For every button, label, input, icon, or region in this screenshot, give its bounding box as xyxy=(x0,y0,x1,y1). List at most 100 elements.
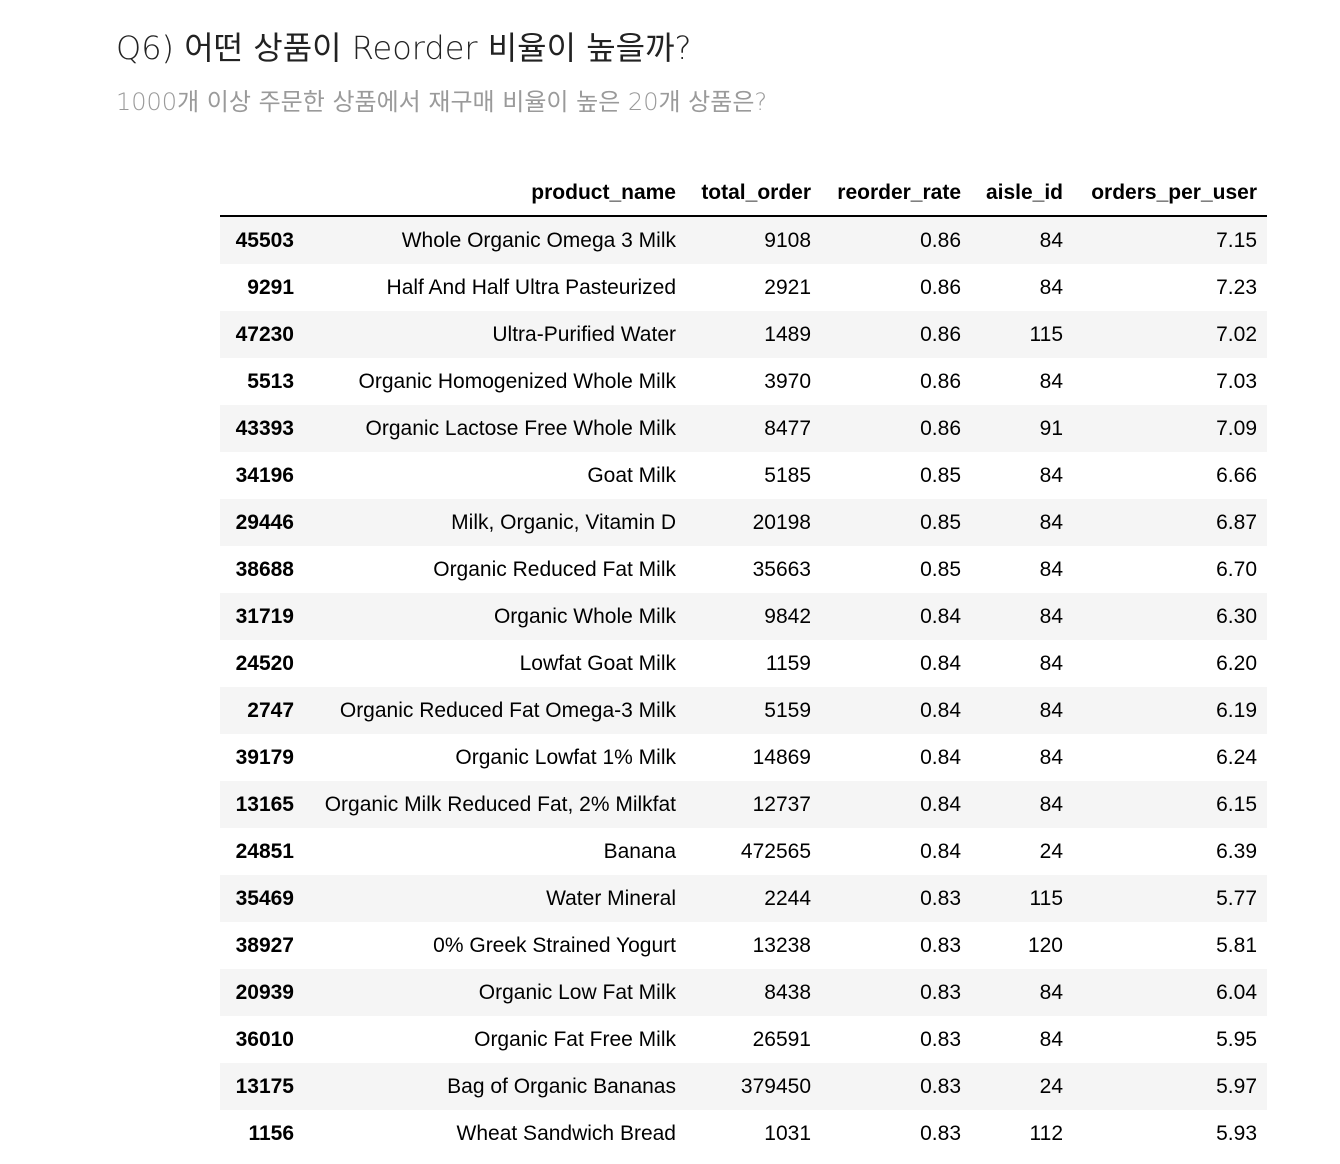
total-order-cell: 20198 xyxy=(752,510,811,534)
total-order-cell: 14869 xyxy=(752,745,811,769)
table-row: 36010 Organic Fat Free Milk 26591 0.83 84 5.9… xyxy=(220,1016,1267,1063)
aisle-id-cell: 120 xyxy=(1027,933,1063,957)
table-header: product_name total_order reorder_rate ai… xyxy=(220,170,1267,217)
table-row: 24520 Lowfat Goat Milk 1159 0.84 84 6.20 xyxy=(220,640,1267,687)
table-row: 13175 Bag of Organic Bananas 379450 0.83 24 5… xyxy=(220,1063,1267,1110)
reorder-rate-cell: 0.83 xyxy=(920,933,961,957)
table-row: 45503 Whole Organic Omega 3 Milk 9108 0.86 8… xyxy=(220,216,1267,264)
reorder-rate-cell: 0.86 xyxy=(920,416,961,440)
total-order-cell: 1031 xyxy=(764,1121,811,1145)
column-header-aisle-id: aisle_id xyxy=(971,170,1073,217)
aisle-id-cell: 84 xyxy=(1039,1027,1063,1051)
orders-per-user-cell: 6.20 xyxy=(1216,651,1257,675)
orders-per-user-cell: 6.15 xyxy=(1216,792,1257,816)
total-order-cell: 1159 xyxy=(765,651,811,675)
reorder-rate-cell: 0.85 xyxy=(920,510,961,534)
table-row: 5513 Organic Homogenized Whole Milk 3970 0.… xyxy=(220,358,1267,405)
table-row: 38927 0% Greek Strained Yogurt 13238 0.83 12… xyxy=(220,922,1267,969)
total-order-cell: 35663 xyxy=(752,557,811,581)
column-header-product-name: product_name xyxy=(304,170,686,217)
total-order-cell: 472565 xyxy=(740,839,811,863)
aisle-id-cell: 115 xyxy=(1029,322,1063,346)
row-index: 45503 xyxy=(235,228,294,252)
orders-per-user-cell: 7.02 xyxy=(1216,322,1257,346)
row-index: 34196 xyxy=(235,463,294,487)
reorder-rate-cell: 0.83 xyxy=(920,1074,961,1098)
reorder-rate-cell: 0.83 xyxy=(920,980,961,1004)
table-row: 2747 Organic Reduced Fat Omega-3 Milk 5159… xyxy=(220,687,1267,734)
total-order-cell: 26591 xyxy=(752,1027,811,1051)
column-header-reorder-rate: reorder_rate xyxy=(821,170,971,217)
product-name-cell: Organic Reduced Fat Omega-3 Milk xyxy=(339,698,676,722)
row-index: 13165 xyxy=(235,792,294,816)
aisle-id-cell: 24 xyxy=(1039,839,1063,863)
reorder-rate-cell: 0.84 xyxy=(920,839,961,863)
row-index: 35469 xyxy=(235,886,294,910)
product-name-cell: Organic Lactose Free Whole Milk xyxy=(365,416,676,440)
reorder-rate-cell: 0.83 xyxy=(920,1027,961,1051)
table-row: 13165 Organic Milk Reduced Fat, 2% Milkfa… xyxy=(220,781,1267,828)
product-name-cell: Half And Half Ultra Pasteurized xyxy=(386,275,676,299)
aisle-id-cell: 84 xyxy=(1039,463,1063,487)
product-name-cell: Organic Whole Milk xyxy=(493,604,676,628)
aisle-id-cell: 84 xyxy=(1039,275,1063,299)
orders-per-user-cell: 7.23 xyxy=(1216,275,1257,299)
product-name-cell: Organic Reduced Fat Milk xyxy=(433,557,676,581)
aisle-id-cell: 24 xyxy=(1039,1074,1063,1098)
aisle-id-cell: 84 xyxy=(1039,698,1063,722)
row-index: 9291 xyxy=(247,275,294,299)
table-row: 38688 Organic Reduced Fat Milk 35663 0.85 84… xyxy=(220,546,1267,593)
total-order-cell: 379450 xyxy=(740,1074,811,1098)
orders-per-user-cell: 6.39 xyxy=(1216,839,1257,863)
orders-per-user-cell: 6.70 xyxy=(1216,557,1257,581)
aisle-id-cell: 84 xyxy=(1039,604,1063,628)
aisle-id-cell: 84 xyxy=(1039,980,1063,1004)
aisle-id-cell: 115 xyxy=(1029,886,1063,910)
product-name-cell: Organic Milk Reduced Fat, 2% Milkfat xyxy=(324,792,676,816)
page-title: Q6) 어떤 상품이 Reorder 비율이 높을까? xyxy=(116,29,692,67)
orders-per-user-cell: 6.66 xyxy=(1216,463,1257,487)
total-order-cell: 2921 xyxy=(764,275,811,299)
total-order-cell: 5185 xyxy=(764,463,811,487)
reorder-rate-cell: 0.83 xyxy=(920,1121,961,1145)
orders-per-user-cell: 6.04 xyxy=(1216,980,1257,1004)
table-row: 9291 Half And Half Ultra Pasteurized 2921 0… xyxy=(220,264,1267,311)
product-name-cell: Organic Lowfat 1% Milk xyxy=(455,745,676,769)
table-row: 1156 Wheat Sandwich Bread 1031 0.83 112 5.93 xyxy=(220,1110,1267,1157)
total-order-cell: 8438 xyxy=(764,980,811,1004)
table-row: 34196 Goat Milk 5185 0.85 84 6.66 xyxy=(220,452,1267,499)
row-index: 36010 xyxy=(235,1027,294,1051)
row-index: 31719 xyxy=(235,604,294,628)
orders-per-user-cell: 6.19 xyxy=(1216,698,1257,722)
total-order-cell: 8477 xyxy=(764,416,811,440)
orders-per-user-cell: 5.97 xyxy=(1216,1074,1257,1098)
table-row: 47230 Ultra-Purified Water 1489 0.86 115 7.02 xyxy=(220,311,1267,358)
reorder-rate-cell: 0.84 xyxy=(920,745,961,769)
orders-per-user-cell: 7.09 xyxy=(1216,416,1257,440)
product-name-cell: Organic Homogenized Whole Milk xyxy=(358,369,676,393)
row-index: 38688 xyxy=(235,557,294,581)
table-row: 29446 Milk, Organic, Vitamin D 20198 0.85 84… xyxy=(220,499,1267,546)
row-index: 2747 xyxy=(247,698,294,722)
reorder-rate-cell: 0.84 xyxy=(920,651,961,675)
total-order-cell: 12737 xyxy=(752,792,811,816)
product-name-cell: Lowfat Goat Milk xyxy=(519,651,676,675)
total-order-cell: 2244 xyxy=(764,886,811,910)
reorder-rate-cell: 0.84 xyxy=(920,604,961,628)
orders-per-user-cell: 6.24 xyxy=(1216,745,1257,769)
dataframe-table: product_name total_order reorder_rate ai… xyxy=(220,170,1267,1157)
orders-per-user-cell: 6.87 xyxy=(1216,510,1257,534)
row-index: 47230 xyxy=(235,322,294,346)
total-order-cell: 1489 xyxy=(764,322,811,346)
total-order-cell: 5159 xyxy=(764,698,811,722)
product-name-cell: Banana xyxy=(603,839,676,863)
page-subtitle: 1000개 이상 주문한 상품에서 재구매 비율이 높은 20개 상품은? xyxy=(116,88,768,116)
total-order-cell: 9108 xyxy=(764,228,811,252)
product-name-cell: Goat Milk xyxy=(587,463,676,487)
orders-per-user-cell: 7.15 xyxy=(1216,228,1257,252)
table-row: 24851 Banana 472565 0.84 24 6.39 xyxy=(220,828,1267,875)
product-name-cell: Ultra-Purified Water xyxy=(492,322,676,346)
table-row: 31719 Organic Whole Milk 9842 0.84 84 6.30 xyxy=(220,593,1267,640)
table-body: 45503 Whole Organic Omega 3 Milk 9108 0.86 8… xyxy=(220,216,1267,1157)
table-row: 20939 Organic Low Fat Milk 8438 0.83 84 6.04 xyxy=(220,969,1267,1016)
